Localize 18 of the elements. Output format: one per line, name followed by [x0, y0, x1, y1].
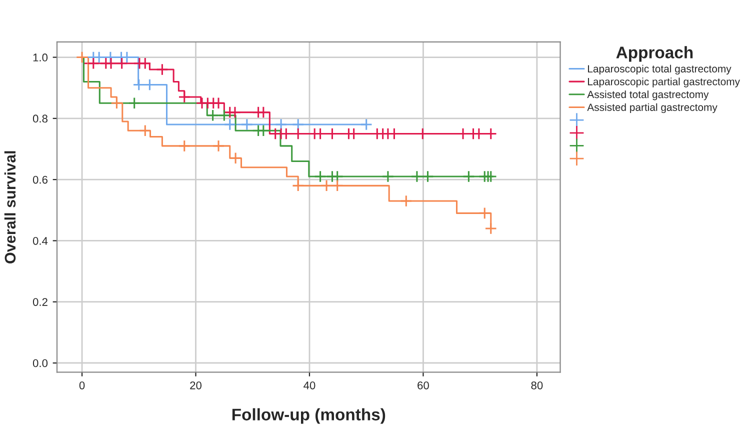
legend-label: Assisted partial gastrectomy: [587, 103, 718, 114]
legend-title: Approach: [616, 46, 693, 62]
y-tick-label: 1.0: [33, 54, 48, 62]
x-tick-label: 0: [79, 381, 85, 390]
y-axis-title: Overall survival: [4, 151, 16, 264]
y-tick-label: 0.0: [32, 359, 48, 368]
legend-label: Laparoscopic partial gastrectomy: [588, 78, 740, 88]
legend-label: Laparoscopic total gastrectomy: [588, 64, 732, 75]
y-tick-label: 0.6: [32, 176, 48, 184]
x-tick-label: 40: [304, 381, 316, 390]
y-tick-label: 0.2: [32, 298, 48, 306]
x-axis-title: Follow-up (months): [232, 408, 386, 424]
x-tick-label: 80: [531, 381, 543, 390]
legend-label: Assisted total gastrectomy: [587, 90, 709, 100]
y-tick-label: 0.4: [32, 236, 48, 245]
x-tick-label: 20: [190, 381, 202, 390]
y-tick-label: 0.8: [32, 114, 48, 123]
x-tick-label: 60: [418, 381, 429, 390]
